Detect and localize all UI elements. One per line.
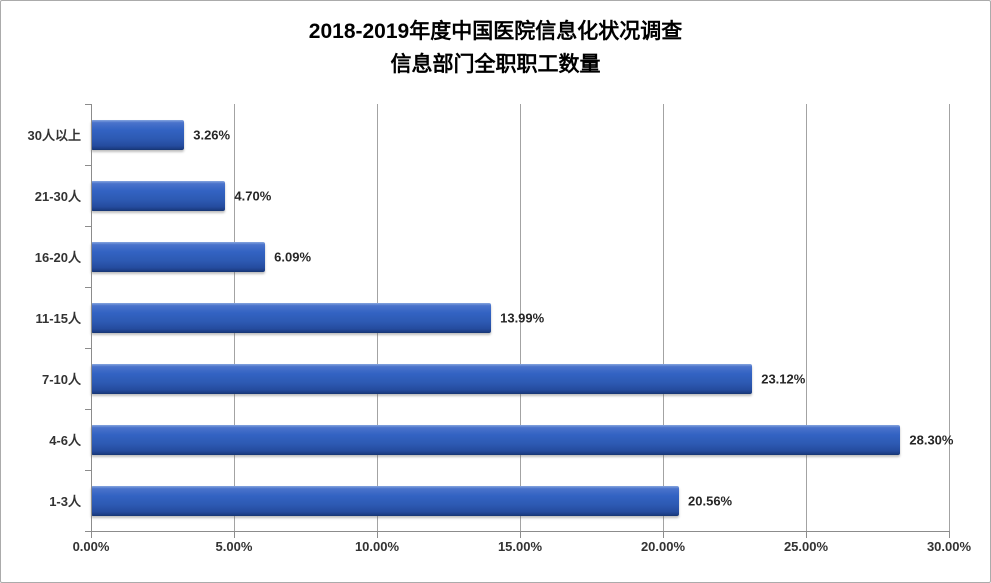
gridline: [662, 104, 664, 531]
bar-11-15人: [91, 302, 492, 333]
x-axis-tick-label: 20.00%: [640, 539, 686, 554]
x-axis-tick: [662, 531, 664, 538]
category-label: 16-20人: [34, 250, 81, 265]
x-axis-tick: [949, 531, 950, 538]
x-axis-tick-label: 10.00%: [354, 539, 400, 554]
category-label: 1-3人: [49, 494, 81, 509]
chart-title: 2018-2019年度中国医院信息化状况调查 信息部门全职职工数量: [1, 15, 990, 81]
y-axis-tick: [85, 470, 91, 471]
y-axis-tick: [85, 226, 91, 227]
category-label: 11-15人: [35, 311, 81, 326]
y-axis-tick: [85, 348, 91, 349]
bar-7-10人: [91, 363, 753, 394]
y-axis-tick: [85, 531, 91, 532]
bar-value-label: 4.70%: [234, 188, 272, 203]
category-axis-labels: 30人以上 21-30人 16-20人 11-15人 7-10人 4-6人 1-3人: [1, 104, 81, 531]
x-axis-tick: [233, 531, 235, 538]
bar-row: 3.26%: [91, 104, 949, 165]
bar-16-20人: [91, 241, 266, 272]
bar-30人以上: [91, 119, 185, 150]
plot-area: 3.26% 4.70% 6.09% 13.99% 23.12% 28.30% 20.56%: [85, 104, 953, 538]
x-axis-tick-label: 15.00%: [497, 539, 543, 554]
gridline: [520, 104, 521, 531]
gridline: [949, 104, 950, 531]
x-axis-tick: [91, 531, 92, 538]
x-axis-tick-label: 25.00%: [783, 539, 829, 554]
x-axis-labels: 0.00% 5.00% 10.00% 15.00% 20.00% 25.00% 30.00%: [73, 539, 971, 559]
bar-value-label: 13.99%: [500, 310, 545, 325]
bar-row: 20.56%: [91, 470, 949, 531]
x-axis-tick: [520, 531, 521, 538]
category-label: 7-10人: [41, 372, 81, 387]
chart-title-line1: 2018-2019年度中国医院信息化状况调查: [308, 20, 683, 43]
y-axis-tick: [85, 287, 91, 288]
y-axis-line: [91, 104, 92, 531]
bar-row: 13.99%: [91, 287, 949, 348]
category-label: 4-6人: [49, 433, 81, 448]
chart-title-line2: 信息部门全职职工数量: [390, 53, 601, 76]
bar-row: 28.30%: [91, 409, 953, 470]
bar-1-3人: [91, 485, 680, 516]
x-axis-tick-label: 0.00%: [72, 539, 110, 554]
bar-rows: 3.26% 4.70% 6.09% 13.99% 23.12% 28.30% 20.56%: [91, 104, 953, 531]
bar-value-label: 6.09%: [274, 249, 312, 264]
x-axis-tick: [376, 531, 378, 538]
gridline: [806, 104, 807, 531]
y-axis-tick: [85, 165, 91, 166]
x-axis-tick: [806, 531, 807, 538]
category-label: 30人以上: [27, 128, 81, 143]
y-axis-tick: [85, 409, 91, 410]
y-axis-tick: [85, 104, 91, 105]
bar-value-label: 20.56%: [688, 493, 733, 508]
x-axis-tick-label: 30.00%: [926, 539, 972, 554]
bar-row: 6.09%: [91, 226, 949, 287]
bar-row: 4.70%: [91, 165, 949, 226]
bar-value-label: 23.12%: [761, 371, 806, 386]
bar-row: 23.12%: [91, 348, 949, 409]
category-label: 21-30人: [34, 189, 81, 204]
bar-4-6人: [91, 424, 901, 455]
x-axis-tick-label: 5.00%: [215, 539, 253, 554]
bar-value-label: 28.30%: [909, 432, 954, 447]
bar-21-30人: [91, 180, 226, 211]
bar-value-label: 3.26%: [193, 127, 231, 142]
